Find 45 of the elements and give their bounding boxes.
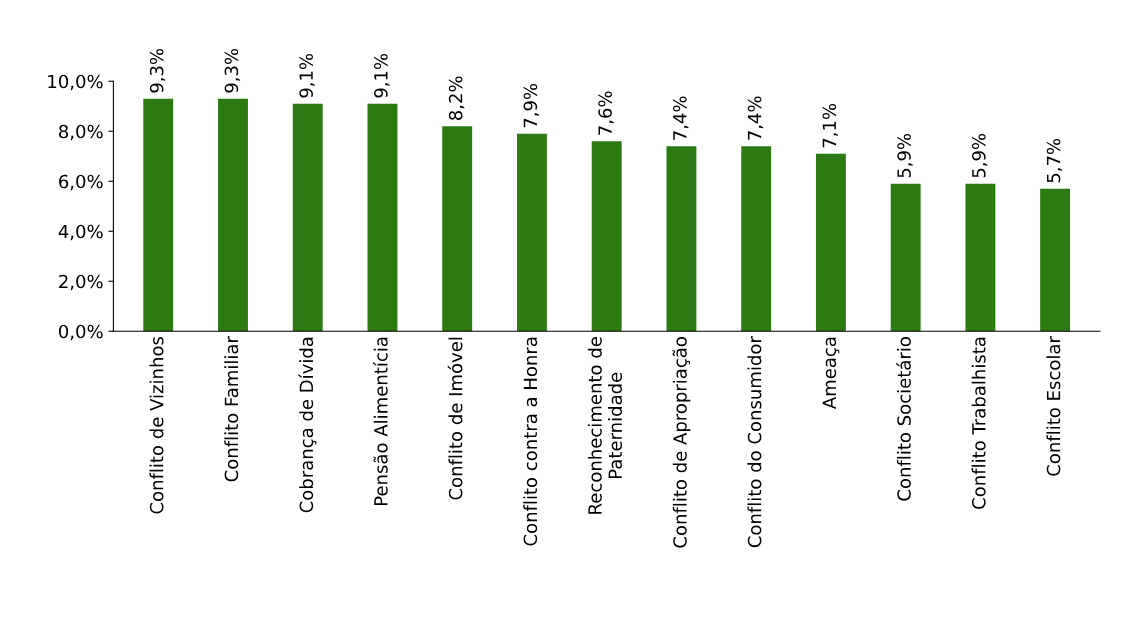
data-label: 5,9%: [897, 133, 913, 178]
data-label: 7,6%: [598, 91, 614, 135]
data-label: 7,9%: [523, 83, 540, 128]
x-tick-label: Cobrança de Dívida: [298, 337, 317, 513]
data-label: 7,1%: [822, 103, 838, 148]
x-tick-label: Conflito do Consumidor: [747, 336, 762, 548]
bar: [442, 126, 473, 332]
data-label: 9,1%: [374, 53, 390, 98]
bar: [1040, 188, 1071, 332]
x-tick-label: Conflito Escolar: [1046, 336, 1061, 476]
y-tick-label: 4,0%: [58, 224, 103, 241]
x-tick-label: Reconhecimento de Paternidade: [587, 337, 623, 514]
x-tick-label: Conflito Trabalhista: [971, 337, 986, 509]
bar: [666, 146, 697, 332]
y-tick-label: 10,0%: [48, 74, 103, 91]
bar: [890, 183, 921, 332]
data-label: 9,3%: [224, 48, 241, 93]
bar: [367, 103, 398, 332]
bar: [292, 103, 323, 332]
bar: [965, 183, 996, 332]
data-label: 9,3%: [149, 48, 166, 93]
x-tick-label: Conflito contra a Honra: [523, 337, 538, 546]
x-tick-label: Conflito Societário: [896, 337, 911, 501]
data-label: 5,7%: [1046, 138, 1063, 183]
data-label: 7,4%: [673, 96, 689, 140]
x-tick-label: Conflito de Vizinhos: [149, 336, 164, 514]
bar: [741, 146, 772, 332]
x-tick-label: Conflito Familiar: [224, 336, 239, 482]
y-tick-label: 8,0%: [59, 124, 103, 141]
x-tick-label: Conflito de Imóvel: [447, 337, 463, 500]
y-tick-label: 6,0%: [59, 174, 103, 191]
bar: [517, 133, 547, 332]
bar: [591, 141, 622, 332]
x-tick-label: Conflito de Apropriação: [672, 337, 691, 548]
data-label: 5,9%: [971, 133, 988, 178]
bar: [815, 153, 846, 332]
bar: [143, 98, 174, 332]
bar: [218, 98, 248, 332]
y-tick-label: 2,0%: [59, 274, 103, 291]
x-tick-label: Ameaça: [822, 337, 840, 410]
data-label: 9,1%: [299, 53, 315, 98]
data-label: 7,4%: [747, 96, 764, 140]
data-label: 8,2%: [448, 76, 465, 121]
x-tick-label: Pensão Alimentícia: [373, 337, 388, 506]
y-tick-label: 0,0%: [59, 324, 103, 341]
